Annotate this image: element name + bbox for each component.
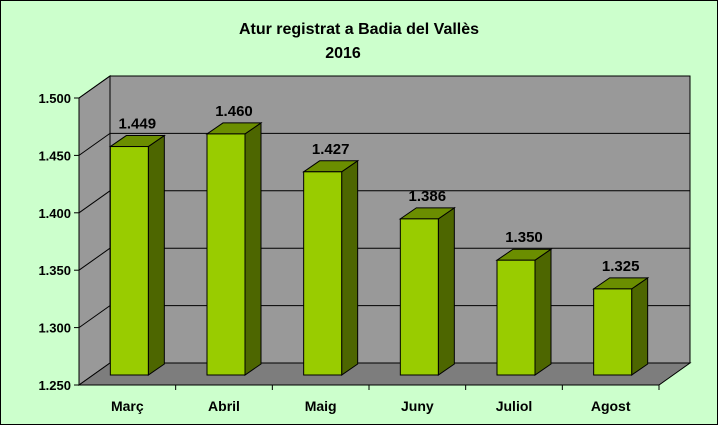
- bar: [496, 259, 536, 376]
- gridline-diagonal: [78, 247, 111, 271]
- y-tick-label: 1.250: [38, 378, 71, 393]
- x-tick-label: Juliol: [496, 398, 533, 414]
- bar: [206, 133, 246, 376]
- bar-group: 1.386: [398, 188, 456, 376]
- x-tick-label: Març: [111, 398, 144, 414]
- y-tick-label: 1.500: [38, 91, 71, 106]
- bar-side: [437, 206, 455, 376]
- x-tick-label: Abril: [208, 398, 240, 414]
- gridline-diagonal: [78, 190, 111, 214]
- data-label: 1.449: [119, 116, 157, 133]
- bar-side: [631, 276, 649, 376]
- bar-side: [534, 248, 552, 376]
- bar-side: [341, 159, 359, 376]
- data-label: 1.460: [215, 103, 253, 120]
- x-tick-label: Juny: [401, 398, 434, 414]
- bars: 1.449 1.460 1.427 1.386 1.350 1.325: [108, 103, 650, 376]
- bar-group: 1.350: [495, 229, 553, 376]
- y-tick-label: 1.300: [38, 321, 71, 336]
- bar-group: 1.460: [205, 103, 263, 376]
- y-tick-label: 1.350: [38, 263, 71, 278]
- gridline-diagonal: [78, 75, 111, 99]
- bar-side: [244, 121, 262, 376]
- gridline-diagonal: [78, 305, 111, 329]
- bar: [593, 288, 633, 376]
- plot-side-wall: [78, 75, 111, 386]
- bar: [303, 171, 343, 376]
- data-label: 1.427: [312, 141, 350, 158]
- x-axis: Març Abril Maig Juny Juliol Agost: [79, 384, 660, 414]
- y-tick-label: 1.450: [38, 148, 71, 163]
- gridline-diagonal: [78, 132, 111, 156]
- chart-titles: Atur registrat a Badia del Vallès 2016: [239, 21, 479, 62]
- bar-side: [147, 134, 165, 376]
- data-label: 1.350: [505, 229, 543, 246]
- data-label: 1.325: [602, 258, 640, 275]
- y-axis: 1.250 1.300 1.350 1.400 1.450 1.500: [38, 91, 80, 393]
- bar-group: 1.427: [302, 141, 360, 376]
- chart-subtitle: 2016: [325, 45, 361, 62]
- data-label: 1.386: [409, 188, 447, 205]
- y-tick-label: 1.400: [38, 206, 71, 221]
- chart-title: Atur registrat a Badia del Vallès: [239, 21, 479, 38]
- bar: [399, 218, 439, 376]
- bar-group: 1.449: [108, 116, 166, 376]
- bar: [109, 146, 149, 376]
- x-tick-label: Agost: [591, 398, 631, 414]
- x-tick-label: Maig: [305, 398, 337, 414]
- bar-group: 1.325: [592, 258, 650, 376]
